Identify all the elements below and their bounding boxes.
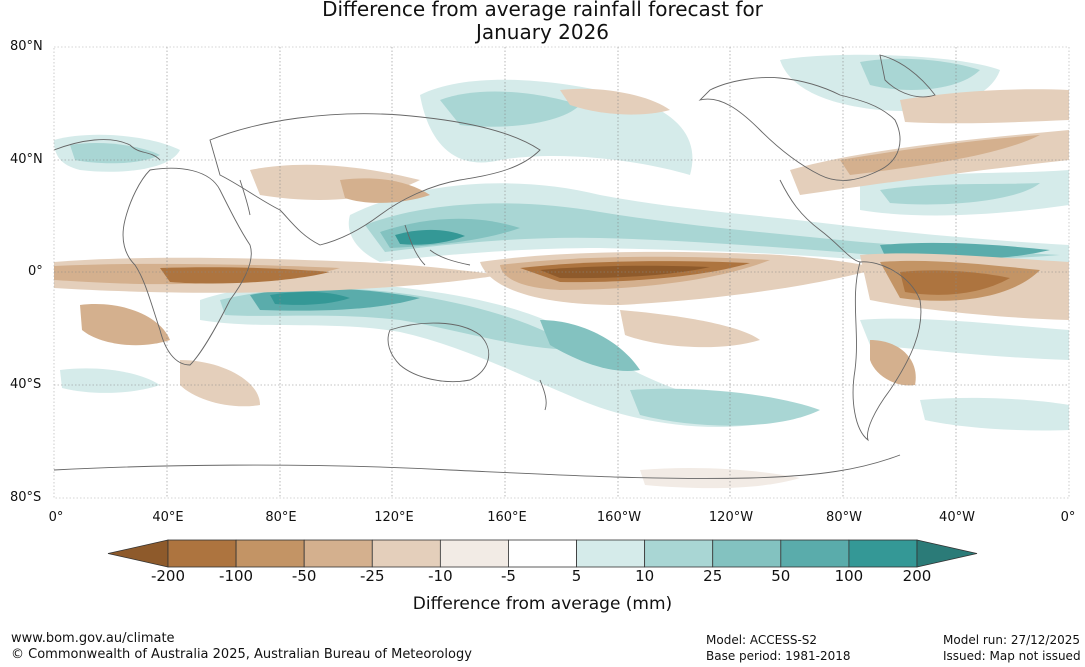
colorbar-tick-label: 100 bbox=[834, 567, 864, 585]
lon-label-120w: 120°W bbox=[708, 510, 754, 525]
colorbar-tick-label: -50 bbox=[291, 567, 317, 585]
footer-model-run: Model run: 27/12/2025 bbox=[943, 633, 1081, 647]
footer-base-period: Base period: 1981-2018 bbox=[706, 649, 851, 663]
lon-label-120e: 120°E bbox=[374, 510, 414, 525]
lon-label-80e: 80°E bbox=[265, 510, 297, 525]
lon-label-40w: 40°W bbox=[939, 510, 975, 525]
lat-label-80n: 80°N bbox=[10, 39, 43, 54]
colorbar-box bbox=[371, 539, 441, 568]
lon-label-160w: 160°W bbox=[596, 510, 642, 525]
graticule bbox=[54, 47, 1069, 498]
colorbar-box bbox=[303, 539, 373, 568]
footer-website: www.bom.gov.au/climate bbox=[11, 631, 175, 646]
map-title-line1: Difference from average rainfall forecas… bbox=[322, 0, 763, 21]
colorbar-box bbox=[848, 539, 918, 568]
footer-model: Model: ACCESS-S2 bbox=[706, 633, 818, 647]
colorbar-tick-label: -100 bbox=[219, 567, 254, 585]
colorbar-box bbox=[167, 539, 237, 568]
colorbar-box bbox=[439, 539, 509, 568]
anomaly-field bbox=[54, 54, 1069, 489]
colorbar-tick-label: -10 bbox=[428, 567, 453, 585]
colorbar-tick-label: 50 bbox=[771, 567, 791, 585]
colorbar-tick-label: 25 bbox=[703, 567, 723, 585]
colorbar-box bbox=[712, 539, 782, 568]
colorbar-box bbox=[644, 539, 714, 568]
lon-label-160e: 160°E bbox=[487, 510, 527, 525]
colorbar-units-label: Difference from average (mm) bbox=[412, 594, 673, 614]
colorbar-box bbox=[235, 539, 305, 568]
colorbar-tick-label: 200 bbox=[902, 567, 932, 585]
colorbar-box bbox=[576, 539, 646, 568]
dry-anomaly-regions bbox=[54, 88, 1069, 489]
lat-label-40n: 40°N bbox=[10, 152, 43, 167]
coastlines bbox=[54, 54, 936, 479]
footer-issued: Issued: Map not issued bbox=[943, 649, 1081, 663]
map-frame bbox=[53, 46, 1070, 499]
lat-label-equator: 0° bbox=[28, 264, 43, 279]
lat-label-80s: 80°S bbox=[10, 490, 42, 505]
footer-copyright: © Commonwealth of Australia 2025, Austra… bbox=[11, 647, 472, 662]
colorbar-tick-label: 5 bbox=[571, 567, 582, 585]
colorbar-extend-high bbox=[916, 539, 978, 568]
colorbar-tick-label: 10 bbox=[635, 567, 655, 585]
colorbar-extend-low bbox=[107, 539, 169, 568]
map-title-line2: January 2026 bbox=[475, 20, 610, 44]
colorbar-tick-label: -200 bbox=[150, 567, 186, 585]
lon-label-40e: 40°E bbox=[152, 510, 184, 525]
lon-label-0-west: 0° bbox=[48, 510, 64, 525]
lon-label-80w: 80°W bbox=[826, 510, 862, 525]
lon-label-0-east: 0° bbox=[1060, 510, 1076, 525]
colorbar-box bbox=[508, 539, 577, 568]
colorbar-tick-label: -25 bbox=[360, 567, 385, 585]
colorbar-box bbox=[780, 539, 850, 568]
colorbar-tick-label: -5 bbox=[500, 567, 516, 585]
lat-label-40s: 40°S bbox=[10, 377, 42, 392]
